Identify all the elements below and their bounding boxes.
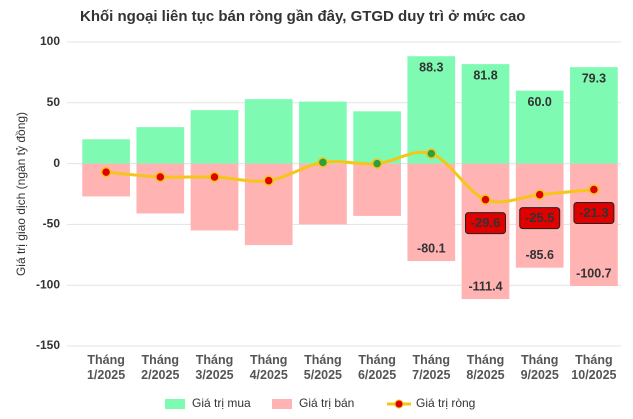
net-marker	[426, 148, 437, 159]
net-marker	[371, 158, 383, 169]
y-tick-label: -150	[36, 338, 60, 352]
y-tick-label: -50	[43, 217, 61, 231]
x-tick-label: Tháng 1/2025	[86, 353, 126, 382]
net-marker	[588, 184, 600, 195]
net-marker	[317, 157, 329, 168]
bar	[353, 163, 401, 216]
bar	[136, 127, 185, 164]
y-tick-label: 100	[40, 34, 60, 48]
chart-title: Khối ngoại liên tục bán ròng gần đây, GT…	[80, 8, 525, 25]
x-tick-label: Tháng 8/2025	[466, 353, 505, 382]
net-label-box	[573, 202, 615, 225]
x-tick-label: Tháng 5/2025	[303, 353, 342, 382]
data-label: -111.4	[468, 279, 502, 293]
bar	[244, 99, 293, 164]
net-label: -29.6	[471, 215, 501, 230]
bar	[407, 163, 456, 262]
data-label: -80.1	[417, 241, 446, 255]
x-tick-label: Tháng 6/2025	[357, 353, 397, 382]
legend-label: Giá trị bán	[299, 396, 354, 410]
x-tick-label: Tháng 7/2025	[412, 353, 451, 382]
bar	[407, 56, 456, 164]
data-label: -100.7	[576, 266, 611, 280]
legend-marker	[394, 399, 404, 409]
data-label: 79.3	[582, 71, 606, 85]
data-label: 88.3	[419, 61, 443, 75]
bar	[570, 67, 618, 164]
y-tick-label: 50	[47, 95, 61, 109]
bar	[299, 163, 347, 225]
legend-swatch	[165, 399, 185, 409]
bar	[190, 110, 239, 164]
legend-swatch	[272, 399, 292, 409]
x-tick-label: Tháng 4/2025	[249, 353, 288, 382]
net-label-box	[519, 207, 561, 230]
bar	[515, 90, 564, 164]
data-label: 60.0	[528, 95, 552, 109]
y-axis-label: Giá trị giao dịch (ngàn tỷ đồng)	[14, 112, 28, 276]
legend-label: Giá trị mua	[192, 396, 251, 410]
bar	[570, 163, 618, 287]
bar	[461, 64, 510, 164]
x-tick-label: Tháng 10/2025	[571, 353, 617, 382]
net-marker	[534, 189, 545, 200]
net-marker	[155, 171, 166, 183]
bar	[353, 111, 401, 164]
net-marker	[263, 175, 274, 186]
net-label: -25.5	[525, 210, 555, 225]
data-label: 81.8	[473, 68, 497, 82]
bar	[136, 163, 185, 214]
x-tick-label: Tháng 9/2025	[520, 353, 559, 382]
x-tick-label: Tháng 3/2025	[195, 353, 234, 382]
x-tick-label: Tháng 2/2025	[141, 353, 180, 382]
bar	[82, 139, 130, 164]
net-label: -21.3	[579, 205, 609, 220]
net-marker	[100, 166, 112, 178]
net-marker	[480, 194, 491, 205]
y-tick-label: 0	[53, 156, 60, 170]
net-marker	[209, 171, 220, 183]
bar	[299, 101, 347, 164]
y-tick-label: -100	[36, 277, 60, 291]
data-label: -85.6	[525, 248, 554, 262]
legend-label: Giá trị ròng	[416, 396, 475, 410]
net-line	[105, 150, 595, 204]
net-label-box	[465, 212, 506, 235]
